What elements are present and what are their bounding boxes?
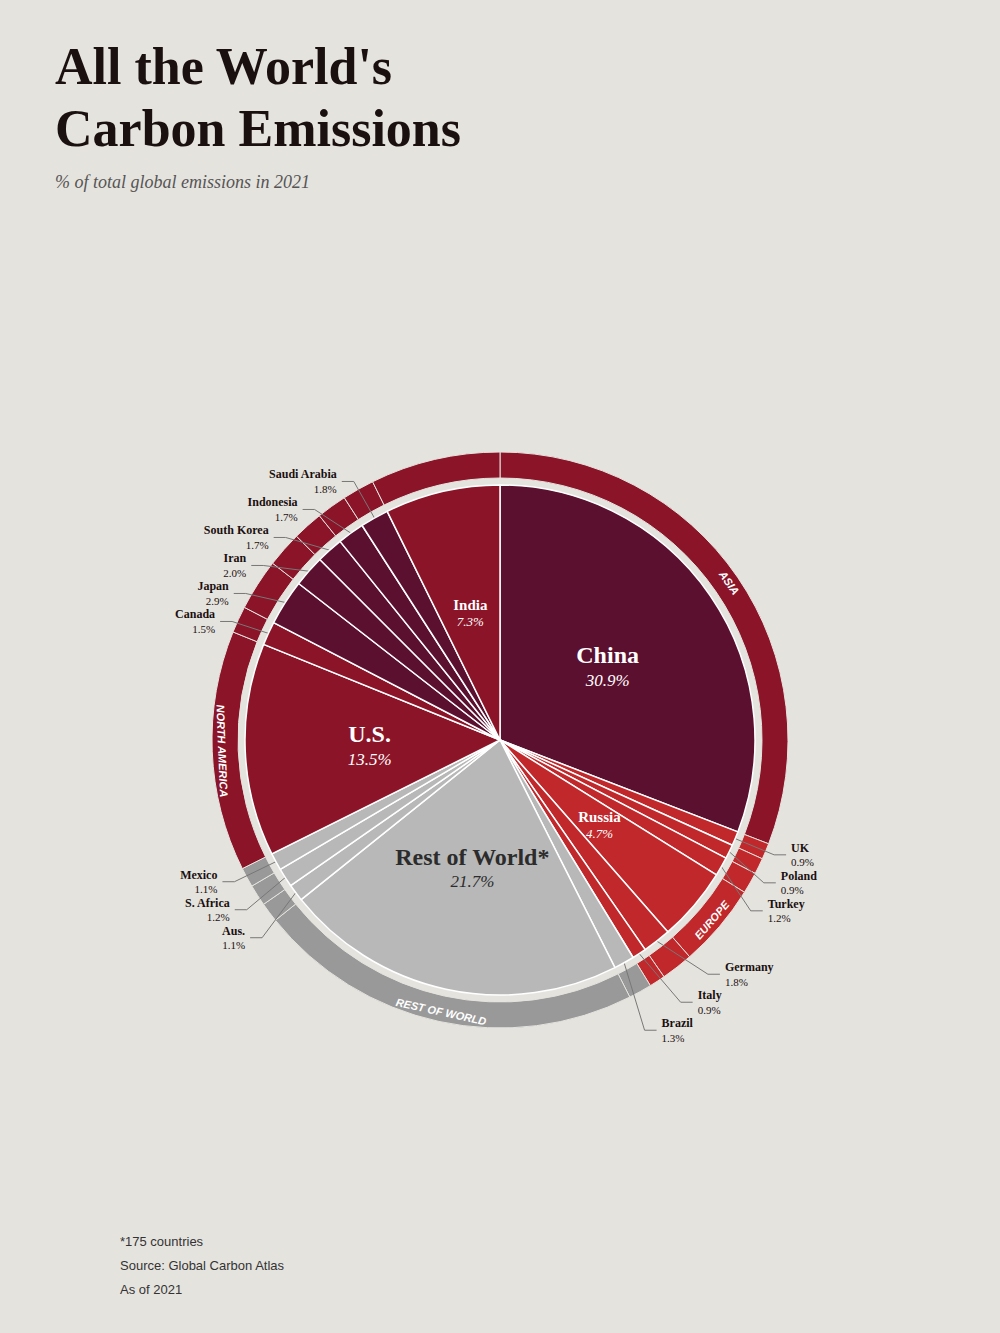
svg-text:0.9%: 0.9% — [791, 856, 814, 868]
svg-text:Poland: Poland — [781, 869, 817, 883]
svg-text:EUROPE: EUROPE — [692, 898, 732, 942]
svg-text:*175 countries: *175 countries — [120, 1234, 204, 1249]
svg-text:Mexico: Mexico — [180, 868, 217, 882]
svg-text:2.9%: 2.9% — [206, 595, 229, 607]
svg-text:Rest of World*: Rest of World* — [395, 844, 549, 870]
svg-text:Source: Global Carbon Atlas: Source: Global Carbon Atlas — [120, 1258, 285, 1273]
svg-text:Indonesia: Indonesia — [248, 495, 298, 509]
svg-text:S. Africa: S. Africa — [185, 896, 230, 910]
svg-text:1.7%: 1.7% — [246, 539, 269, 551]
svg-text:1.8%: 1.8% — [314, 483, 337, 495]
svg-text:China: China — [576, 642, 639, 668]
svg-text:NORTH AMERICA: NORTH AMERICA — [214, 704, 230, 797]
svg-text:All the World's: All the World's — [55, 38, 392, 95]
svg-text:1.7%: 1.7% — [275, 511, 298, 523]
svg-text:13.5%: 13.5% — [348, 750, 392, 769]
svg-text:30.9%: 30.9% — [585, 671, 630, 690]
svg-text:India: India — [453, 597, 488, 613]
svg-text:Italy: Italy — [698, 988, 722, 1002]
svg-text:0.9%: 0.9% — [781, 884, 804, 896]
svg-text:2.0%: 2.0% — [223, 567, 246, 579]
svg-text:Carbon Emissions: Carbon Emissions — [55, 100, 461, 157]
svg-text:Brazil: Brazil — [662, 1016, 694, 1030]
svg-text:UK: UK — [791, 841, 810, 855]
svg-text:7.3%: 7.3% — [457, 614, 484, 629]
svg-text:Germany: Germany — [725, 960, 774, 974]
svg-text:Iran: Iran — [224, 551, 247, 565]
svg-text:0.9%: 0.9% — [698, 1004, 721, 1016]
svg-text:1.3%: 1.3% — [662, 1032, 685, 1044]
svg-text:ASIA: ASIA — [716, 568, 741, 597]
svg-text:Aus.: Aus. — [222, 924, 245, 938]
svg-text:Russia: Russia — [578, 809, 621, 825]
svg-text:1.8%: 1.8% — [725, 976, 748, 988]
svg-text:Japan: Japan — [197, 579, 229, 593]
svg-text:Turkey: Turkey — [768, 897, 805, 911]
svg-text:1.5%: 1.5% — [192, 623, 215, 635]
svg-text:4.7%: 4.7% — [586, 826, 613, 841]
svg-text:21.7%: 21.7% — [450, 872, 494, 891]
svg-text:% of total global emissions in: % of total global emissions in 2021 — [55, 172, 310, 192]
svg-text:1.1%: 1.1% — [195, 883, 218, 895]
svg-text:Canada: Canada — [175, 607, 215, 621]
svg-text:1.2%: 1.2% — [768, 912, 791, 924]
svg-text:1.2%: 1.2% — [207, 911, 230, 923]
svg-text:South Korea: South Korea — [204, 523, 269, 537]
svg-text:U.S.: U.S. — [348, 721, 391, 747]
svg-text:REST OF WORLD: REST OF WORLD — [395, 996, 488, 1027]
svg-text:1.1%: 1.1% — [222, 939, 245, 951]
svg-text:As of 2021: As of 2021 — [120, 1282, 182, 1297]
svg-text:Saudi Arabia: Saudi Arabia — [269, 467, 337, 481]
